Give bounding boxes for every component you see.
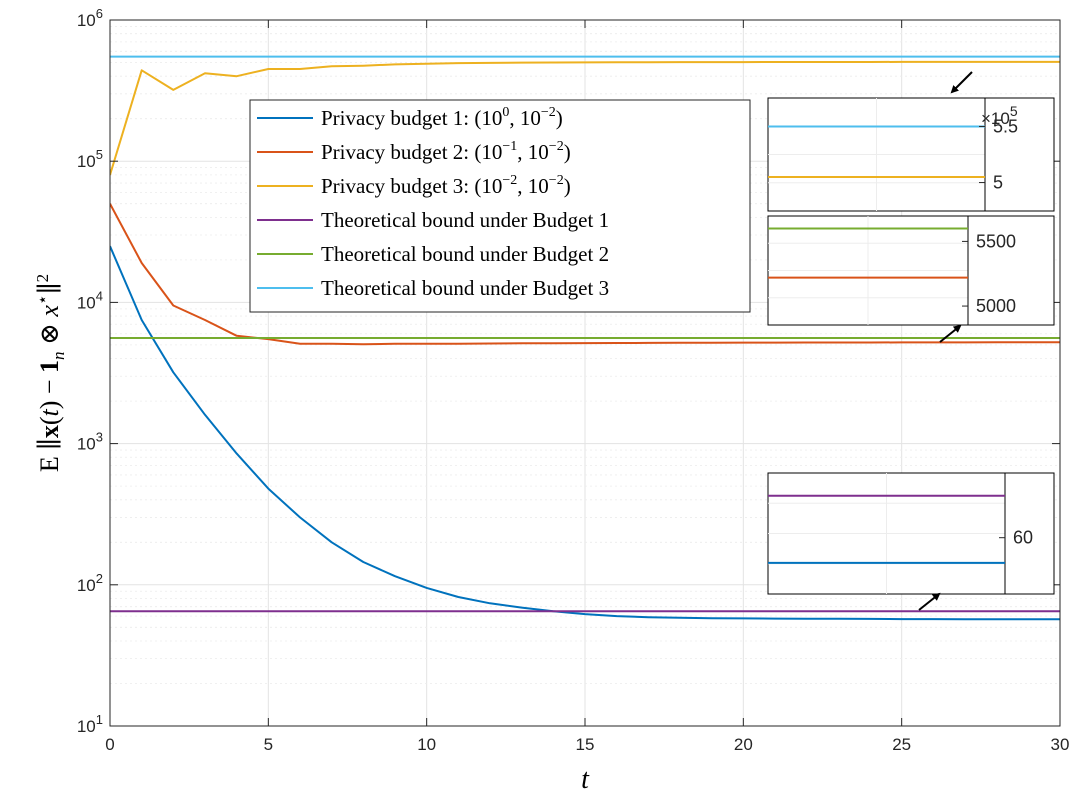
svg-text:E∥x(t) − 1n ⊗ x⋆∥2: E∥x(t) − 1n ⊗ x⋆∥2 — [33, 274, 68, 472]
x-tick-label: 25 — [892, 735, 911, 754]
x-tick-label: 0 — [105, 735, 114, 754]
series-line-privacy-budget-2 — [110, 203, 1060, 346]
x-tick-label: 10 — [417, 735, 436, 754]
inset-tick-label: 5000 — [976, 296, 1016, 316]
x-tick-label: 20 — [734, 735, 753, 754]
arrow-inset-budget1 — [918, 592, 941, 611]
y-tick-labels: 101 102 103 104 105 106 — [77, 6, 103, 736]
series-line-privacy-budget-3 — [110, 60, 1060, 176]
series-line-privacy-budget-1 — [110, 245, 1060, 621]
y-tick-label: 105 — [77, 147, 103, 171]
legend-label: Privacy budget 1: (100, 10−2) — [321, 105, 563, 130]
inset-tick-label: 5 — [993, 173, 1003, 193]
legend-label: Theoretical bound under Budget 2 — [321, 242, 609, 266]
inset-tick-label: 5.5 — [993, 116, 1018, 136]
y-tick-label: 104 — [77, 288, 103, 312]
y-tick-label: 103 — [77, 430, 103, 454]
inset-multiplier: ×105 — [981, 103, 1018, 128]
y-tick-label: 102 — [77, 571, 103, 595]
y-axis-label: E∥x(t) − 1n ⊗ x⋆∥2 — [33, 274, 68, 472]
legend-label: Privacy budget 2: (10−1, 10−2) — [321, 139, 571, 164]
y-tick-label: 101 — [77, 712, 103, 736]
x-tick-label: 30 — [1051, 735, 1070, 754]
legend-label: Theoretical bound under Budget 1 — [321, 208, 609, 232]
inset-tick-label: 60 — [1013, 528, 1033, 548]
inset-budget3: 5.5 5 ×105 — [767, 97, 1055, 212]
arrow-inset-budget3 — [950, 71, 973, 94]
series-layer — [110, 55, 1060, 621]
inset-budget2: 5500 5000 — [767, 215, 1055, 326]
x-axis-label: t — [581, 764, 590, 795]
inset-budget1: 60 — [767, 472, 1055, 595]
legend: Privacy budget 1: (100, 10−2) Privacy bud… — [249, 99, 751, 313]
legend-label: Privacy budget 3: (10−2, 10−2) — [321, 173, 571, 198]
y-tick-label: 106 — [77, 6, 103, 30]
x-tick-labels: 0 5 10 15 20 25 30 — [105, 735, 1069, 754]
ticks — [109, 19, 1061, 727]
legend-label: Theoretical bound under Budget 3 — [321, 276, 609, 300]
x-tick-label: 5 — [264, 735, 273, 754]
inset-tick-label: 5500 — [976, 231, 1016, 251]
legend-box — [249, 99, 751, 313]
insets: 5.5 5 ×105 5500 5000 60 — [767, 97, 1055, 595]
arrow-inset-budget2 — [939, 324, 962, 343]
x-tick-label: 15 — [576, 735, 595, 754]
